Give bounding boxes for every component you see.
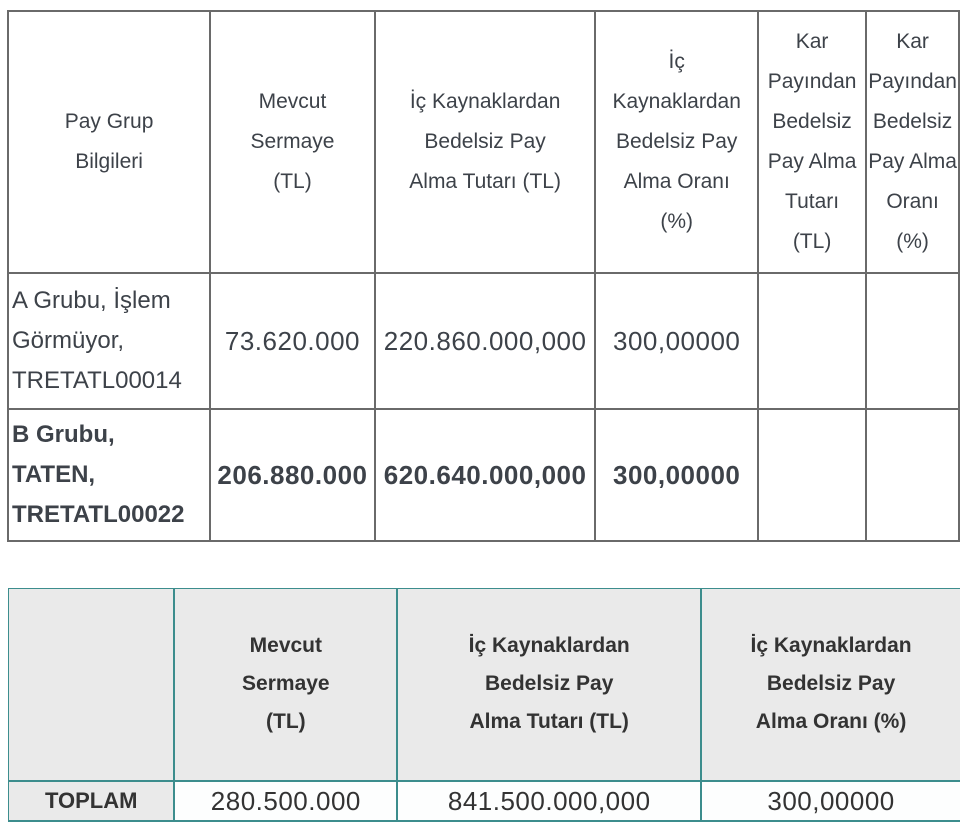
group-name-cell: A Grubu, İşlem Görmüyor, TRETATL00014 [6,272,212,410]
toplam-ic-kaynak-orani: 300,00000 [700,780,960,822]
ic-kaynak-tutari-cell: 620.640.000,000 [373,408,597,542]
ic-kaynak-orani-cell: 300,00000 [594,408,759,542]
kar-payi-tutari-cell [756,272,868,410]
pay-group-table: Pay Grup Bilgileri Mevcut Sermaye (TL) İ… [6,10,960,542]
header-ic-kaynak-orani: İç Kaynaklardan Bedelsiz Pay Alma Oranı … [700,588,960,782]
kar-payi-orani-cell [865,272,960,410]
toplam-mevcut-sermaye: 280.500.000 [173,780,398,822]
header-mevcut-sermaye: Mevcut Sermaye (TL) [173,588,398,782]
table-row-b-grubu: B Grubu, TATEN, TRETATL00022 206.880.000… [6,408,960,542]
table-row-a-grubu: A Grubu, İşlem Görmüyor, TRETATL00014 73… [6,272,960,410]
kar-payi-orani-cell [865,408,960,542]
mevcut-sermaye-cell: 73.620.000 [209,272,376,410]
kar-payi-tutari-cell [756,408,868,542]
totals-table: Mevcut Sermaye (TL) İç Kaynaklardan Bede… [8,588,960,822]
header-mevcut-sermaye: Mevcut Sermaye (TL) [209,10,376,274]
ic-kaynak-orani-cell: 300,00000 [594,272,759,410]
header-kar-payi-orani: Kar Payından Bedelsiz Pay Alma Oranı (%) [865,10,960,274]
mevcut-sermaye-cell: 206.880.000 [209,408,376,542]
pay-group-header-row: Pay Grup Bilgileri Mevcut Sermaye (TL) İ… [6,10,960,274]
toplam-ic-kaynak-tutari: 841.500.000,000 [396,780,702,822]
group-name-cell: B Grubu, TATEN, TRETATL00022 [6,408,212,542]
header-empty-cell [8,588,175,782]
totals-header-row: Mevcut Sermaye (TL) İç Kaynaklardan Bede… [8,588,960,782]
header-ic-kaynak-tutari: İç Kaynaklardan Bedelsiz Pay Alma Tutarı… [396,588,702,782]
header-ic-kaynak-orani: İç Kaynaklardan Bedelsiz Pay Alma Oranı … [594,10,759,274]
header-kar-payi-tutari: Kar Payından Bedelsiz Pay Alma Tutarı (T… [756,10,868,274]
header-pay-grup-bilgileri: Pay Grup Bilgileri [6,10,212,274]
header-ic-kaynak-tutari: İç Kaynaklardan Bedelsiz Pay Alma Tutarı… [373,10,597,274]
toplam-label: TOPLAM [8,780,175,822]
toplam-row: TOPLAM 280.500.000 841.500.000,000 300,0… [8,780,960,822]
ic-kaynak-tutari-cell: 220.860.000,000 [373,272,597,410]
